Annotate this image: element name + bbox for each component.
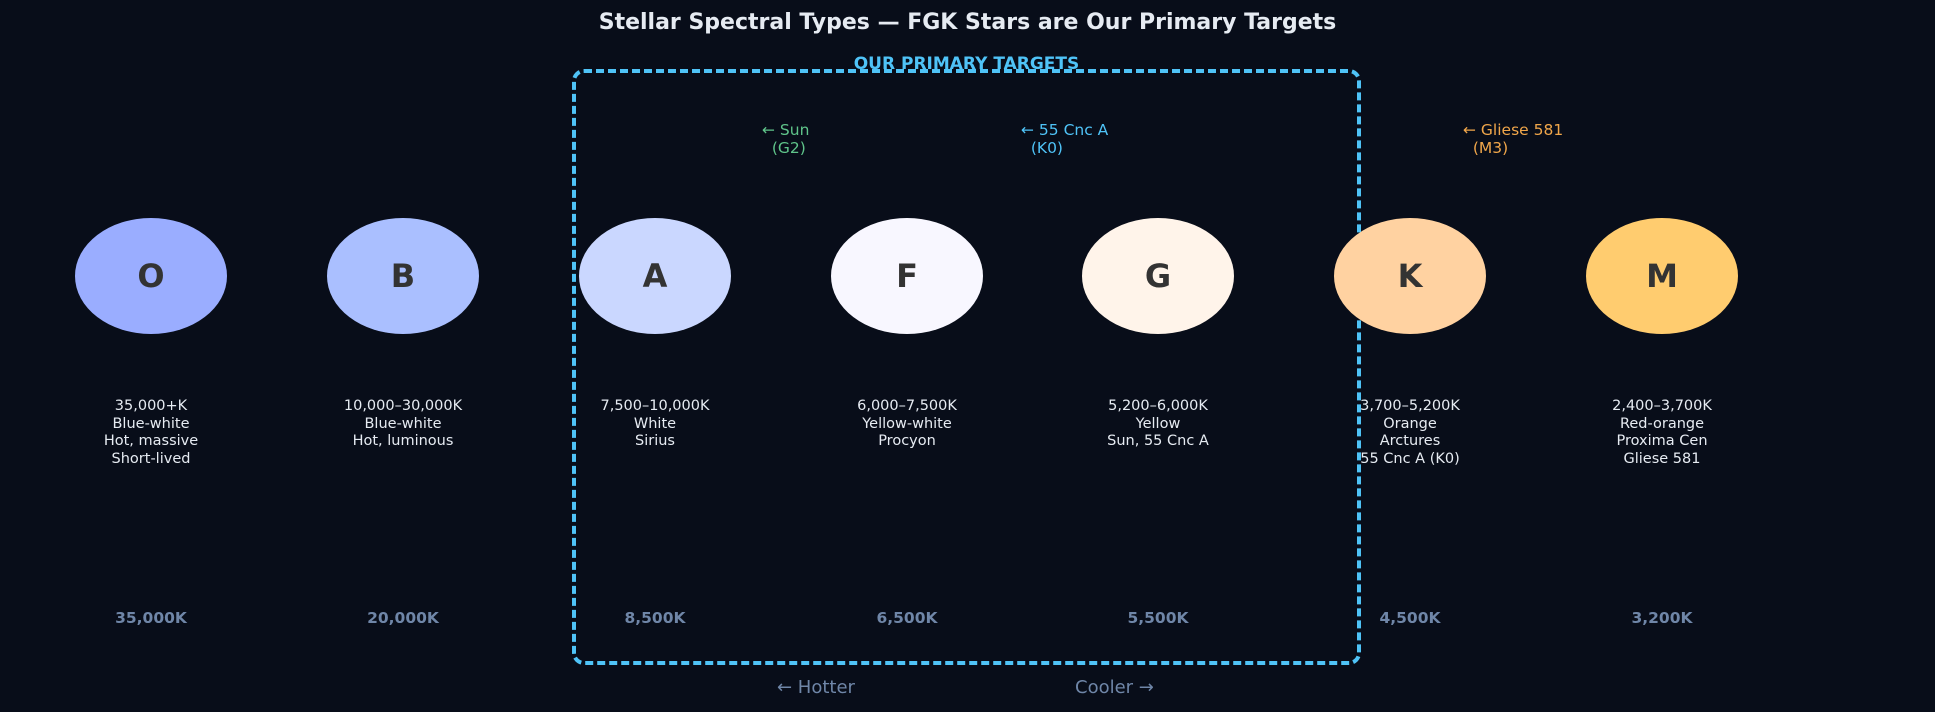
cnc-annotation: ← 55 Cnc A (K0) (1021, 121, 1109, 157)
star-letter: G (1144, 257, 1172, 295)
example-star: Sun, 55 Cnc A (1107, 433, 1209, 449)
primary-targets-label: OUR PRIMARY TARGETS (853, 54, 1080, 74)
star-a: A (579, 218, 731, 334)
description-line: Short-lived (111, 450, 191, 467)
star-description: 5,200–6,000K Yellow Sun, 55 Cnc A (1058, 398, 1258, 451)
star-letter: A (642, 257, 668, 295)
typical-temperature: 35,000K (115, 609, 187, 627)
star-o: O (75, 218, 227, 334)
color-label: Yellow-white (862, 415, 952, 432)
example-star: Procyon (878, 433, 936, 449)
example-star: Sirius (635, 433, 675, 449)
description-line: Hot, luminous (352, 433, 454, 449)
star-description: 6,000–7,500K Yellow-white Procyon (807, 398, 1007, 451)
sun-annotation: ← Sun (G2) (762, 121, 810, 157)
typical-temperature: 3,200K (1631, 609, 1693, 627)
color-label: Yellow (1135, 415, 1181, 432)
color-label: White (633, 415, 677, 432)
star-description: 7,500–10,000K White Sirius (555, 398, 755, 451)
star-letter: O (137, 257, 165, 295)
star-letter: K (1397, 257, 1423, 295)
star-m: M (1586, 218, 1738, 334)
star-description: 35,000+K Blue-white Hot, massive Short-l… (51, 398, 251, 468)
temperature-range: 10,000–30,000K (343, 398, 463, 414)
description-line: Hot, massive (103, 433, 199, 449)
star-letter: B (390, 257, 416, 295)
typical-temperature: 4,500K (1379, 609, 1441, 627)
cooler-label: Cooler → (1075, 677, 1154, 698)
color-label: Red-orange (1619, 415, 1705, 432)
star-f: F (831, 218, 983, 334)
star-k: K (1334, 218, 1486, 334)
primary-targets-box (572, 69, 1361, 665)
star-b: B (327, 218, 479, 334)
temperature-range: 3,700–5,200K (1360, 398, 1460, 414)
temperature-range: 2,400–3,700K (1612, 398, 1712, 414)
example-star: Arctures (1379, 433, 1441, 449)
example-star: Proxima Cen (1616, 433, 1708, 449)
temperature-range: 5,200–6,000K (1108, 398, 1208, 414)
star-letter: M (1646, 257, 1678, 295)
star-description: 3,700–5,200K Orange Arctures 55 Cnc A (K… (1310, 398, 1510, 468)
example-star: 55 Cnc A (K0) (1360, 450, 1460, 467)
star-g: G (1082, 218, 1234, 334)
typical-temperature: 6,500K (876, 609, 938, 627)
typical-temperature: 8,500K (624, 609, 686, 627)
star-description: 10,000–30,000K Blue-white Hot, luminous (303, 398, 503, 451)
gliese-annotation: ← Gliese 581 (M3) (1463, 121, 1564, 157)
hotter-label: ← Hotter (777, 677, 855, 698)
temperature-range: 35,000+K (114, 398, 188, 414)
color-label: Orange (1383, 415, 1437, 432)
typical-temperature: 20,000K (367, 609, 439, 627)
star-letter: F (896, 257, 918, 295)
typical-temperature: 5,500K (1127, 609, 1189, 627)
example-star: Gliese 581 (1623, 450, 1701, 467)
color-label: Blue-white (364, 415, 442, 432)
temperature-range: 6,000–7,500K (857, 398, 957, 414)
temperature-range: 7,500–10,000K (600, 398, 710, 414)
diagram-title: Stellar Spectral Types — FGK Stars are O… (598, 10, 1337, 35)
color-label: Blue-white (112, 415, 190, 432)
star-description: 2,400–3,700K Red-orange Proxima Cen Glie… (1562, 398, 1762, 468)
